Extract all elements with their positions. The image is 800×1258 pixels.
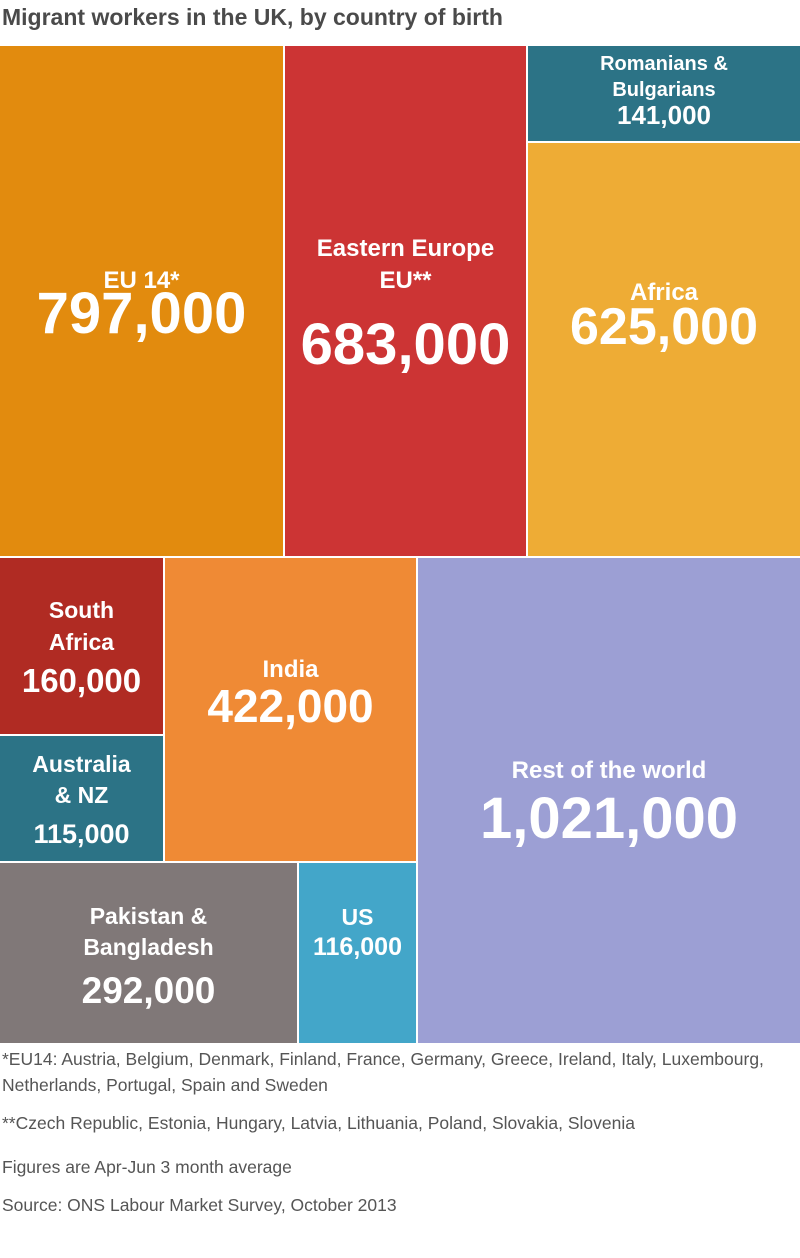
cell-label: Bangladesh — [83, 934, 213, 960]
cell-rect — [285, 46, 526, 556]
cell-rect — [165, 558, 416, 861]
cell-rect — [418, 558, 800, 1043]
cell-rect — [528, 143, 800, 556]
cell-label: Bulgarians — [612, 79, 715, 101]
treemap: EU 14*797,000 Eastern Europe EU** 683,000 Ro… — [0, 46, 800, 1043]
cell-label: EU 14* — [103, 267, 180, 294]
treemap-cell: South Africa 160,000 — [0, 558, 163, 734]
cell-label: South — [49, 597, 114, 623]
cell-rect — [299, 863, 416, 1043]
cell-rect — [0, 46, 283, 556]
footnote-eastern-eu: **Czech Republic, Estonia, Hungary, Latv… — [2, 1113, 635, 1133]
footnote-eu14: *EU14: Austria, Belgium, Denmark, Finlan… — [2, 1049, 764, 1095]
cell-value: 160,000 — [22, 662, 141, 699]
cell-rect — [0, 863, 297, 1043]
cell-value: 141,000 — [617, 100, 711, 130]
cell-label: Australia — [32, 751, 131, 777]
cell-label: Africa — [630, 279, 699, 306]
cell-label: US — [342, 904, 374, 930]
treemap-cell: Australia & NZ 115,000 — [0, 736, 163, 861]
cell-label: EU** — [379, 267, 432, 294]
cell-label: Pakistan & — [90, 903, 208, 929]
treemap-cell: Pakistan & Bangladesh 292,000 — [0, 863, 297, 1043]
cell-value: 292,000 — [82, 970, 216, 1011]
cell-value: 422,000 — [207, 680, 373, 732]
cell-label: Eastern Europe — [317, 235, 494, 262]
cell-label: Africa — [49, 629, 114, 655]
cell-value: 1,021,000 — [480, 786, 738, 851]
cell-value: 683,000 — [301, 312, 511, 377]
cell-rect — [0, 736, 163, 861]
cell-value: 797,000 — [37, 281, 247, 346]
cell-rect — [0, 558, 163, 734]
treemap-cell: Eastern Europe EU** 683,000 — [285, 46, 526, 556]
cell-value: 115,000 — [33, 819, 129, 849]
treemap-cell: EU 14*797,000 — [0, 46, 283, 556]
cell-value: 116,000 — [313, 933, 402, 961]
figures-note: Figures are Apr-Jun 3 month average — [2, 1157, 292, 1177]
cell-label: & NZ — [55, 782, 109, 808]
chart-title: Migrant workers in the UK, by country of… — [2, 4, 503, 30]
cell-value: 625,000 — [570, 298, 758, 356]
source-note: Source: ONS Labour Market Survey, Octobe… — [2, 1195, 397, 1215]
cell-label: India — [262, 656, 319, 683]
cell-rect — [528, 46, 800, 141]
cell-label: Romanians & — [600, 53, 728, 75]
treemap-cell: US 116,000 — [299, 863, 416, 1043]
cell-label: Rest of the world — [512, 757, 707, 784]
